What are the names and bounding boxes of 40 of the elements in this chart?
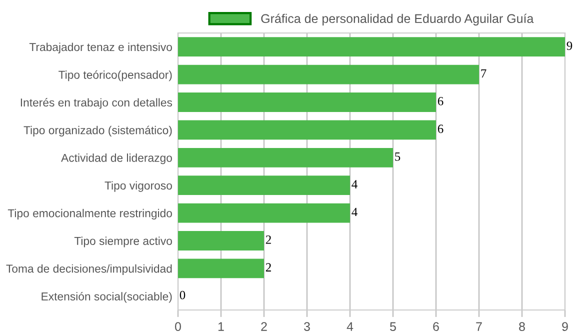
data-label: 6	[438, 96, 444, 106]
y-tick-label: Tipo vigoroso	[104, 181, 172, 192]
data-label: 4	[352, 180, 358, 188]
legend-label: Gráfica de personalidad de Eduardo Aguilar Guía	[261, 14, 534, 26]
y-tick-label: Extensión social(sociable)	[42, 292, 172, 303]
data-label: 9	[566, 42, 572, 50]
bar	[178, 148, 393, 168]
x-tick-label: 5	[390, 322, 396, 331]
bar	[178, 176, 350, 196]
bar	[178, 92, 436, 112]
y-tick-label: Actividad de liderazgo	[61, 154, 172, 164]
x-tick-label: 8	[519, 322, 525, 331]
data-label: 2	[266, 235, 271, 244]
y-tick-label: Interés en trabajo con detalles	[20, 98, 172, 109]
y-tick-label: Toma de decisiones/impulsividad	[6, 264, 172, 275]
x-tick-label: 7	[476, 322, 482, 331]
bar	[178, 37, 565, 57]
data-label: 4	[352, 208, 358, 216]
y-tick-label: Tipo siempre activo	[74, 236, 172, 248]
x-tick-label: 4	[346, 322, 354, 331]
data-label: 5	[395, 152, 400, 161]
y-tick-label: Tipo organizado (sistemático)	[24, 126, 172, 137]
x-tick-label: 0	[175, 322, 181, 331]
x-tick-label: 3	[304, 322, 310, 331]
x-tick-label: 9	[562, 322, 568, 331]
data-label: 7	[481, 69, 486, 78]
y-tick-label: Trabajador tenaz e intensivo	[29, 42, 172, 54]
bar	[178, 64, 479, 84]
data-label: 6	[438, 124, 444, 134]
x-tick-label: 6	[433, 322, 439, 331]
y-tick-label: Tipo emocionalmente restringido	[8, 208, 172, 220]
bar	[178, 203, 350, 223]
bar	[178, 120, 436, 140]
data-label: 2	[266, 263, 271, 272]
bar	[178, 258, 264, 278]
y-tick-label: Tipo teórico(pensador)	[58, 70, 172, 82]
data-label: 0	[180, 290, 186, 300]
bar	[178, 231, 264, 250]
x-tick-label: 1	[218, 322, 224, 331]
x-tick-label: 2	[261, 322, 267, 331]
